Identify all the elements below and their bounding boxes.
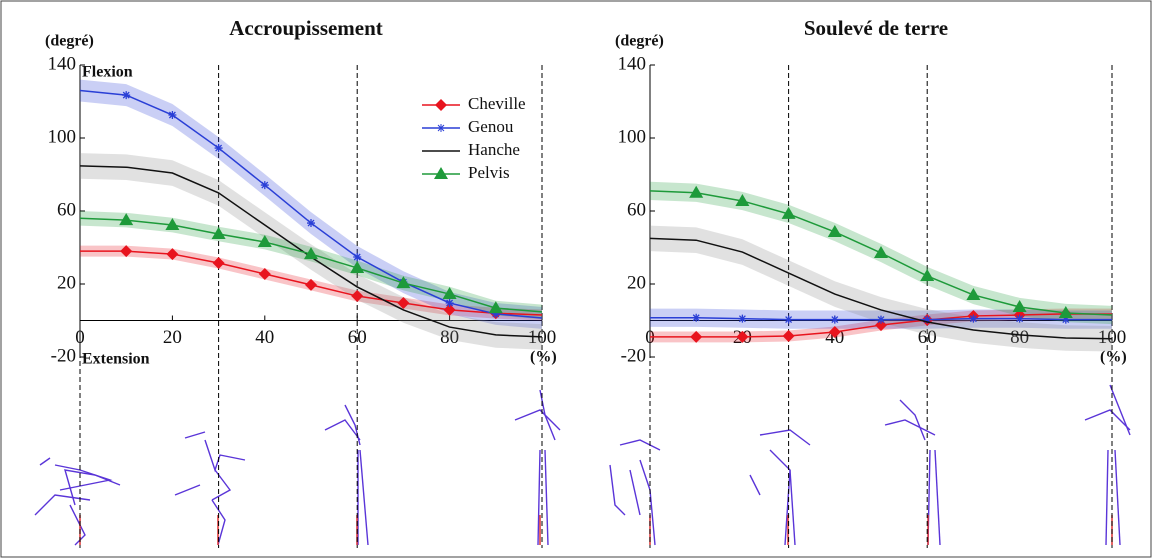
y-tick-label: 20 (57, 272, 76, 293)
legend-marker (434, 167, 448, 179)
border (1, 1, 1151, 557)
x-tick-label: 20 (163, 327, 182, 348)
y-axis-label: (degré) (45, 33, 94, 50)
marker (261, 181, 269, 189)
figure: Accroupissement (degré) (%) Flexion Extensio… (0, 0, 1152, 558)
legend-label: Cheville (468, 94, 526, 113)
x-tick-label: 40 (255, 327, 274, 348)
y-tick-label: 140 (618, 53, 647, 74)
x-tick-label: 0 (75, 327, 85, 348)
x-axis-label: (%) (530, 349, 557, 366)
marker (738, 315, 746, 323)
marker (307, 219, 315, 227)
marker (1016, 315, 1024, 323)
marker (877, 316, 885, 324)
y-tick-label: 60 (627, 199, 646, 220)
stick-figures (35, 385, 1130, 545)
marker (215, 144, 223, 152)
marker (785, 316, 793, 324)
marker (692, 314, 700, 322)
chart-title: Soulevé de terre (804, 16, 948, 40)
legend-marker (437, 124, 445, 132)
y-tick-label: 100 (48, 126, 77, 147)
legend-label: Hanche (468, 140, 520, 159)
y-tick-label: -20 (51, 345, 76, 366)
y-tick-label: 140 (48, 53, 77, 74)
legend-marker (435, 99, 447, 111)
chart-title: Accroupissement (229, 16, 383, 40)
annotation: Extension (82, 351, 150, 368)
marker (969, 315, 977, 323)
legend-label: Genou (468, 117, 514, 136)
marker (122, 91, 130, 99)
y-tick-label: -20 (621, 345, 646, 366)
y-axis-label: (degré) (615, 33, 664, 50)
marker (446, 299, 454, 307)
marker (353, 253, 361, 261)
annotation: Flexion (82, 64, 133, 81)
y-tick-label: 20 (627, 272, 646, 293)
legend-label: Pelvis (468, 163, 510, 182)
y-tick-label: 60 (57, 199, 76, 220)
marker (831, 316, 839, 324)
marker (168, 111, 176, 119)
x-tick-label: 60 (348, 327, 367, 348)
y-tick-label: 100 (618, 126, 647, 147)
